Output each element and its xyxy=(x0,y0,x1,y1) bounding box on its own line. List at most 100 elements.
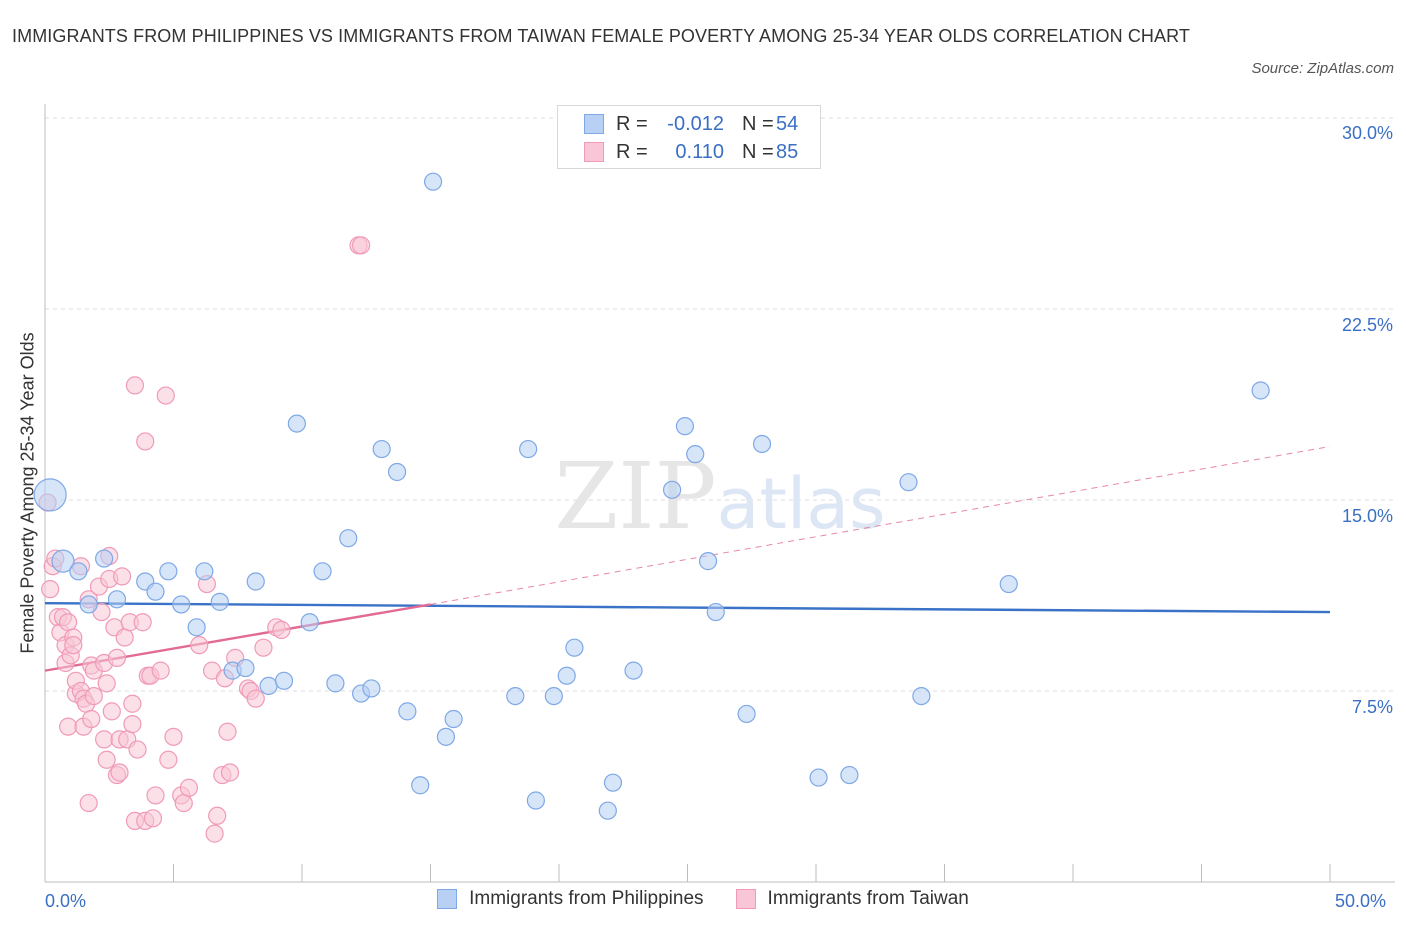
philippines-point xyxy=(95,549,114,568)
taiwan-point xyxy=(246,689,265,708)
philippines-point xyxy=(33,478,67,512)
philippines-point xyxy=(259,676,278,696)
philippines-point xyxy=(526,791,545,810)
taiwan-point xyxy=(97,750,116,769)
r-label: R = xyxy=(616,140,648,163)
philippines-point xyxy=(912,686,931,706)
taiwan-point xyxy=(133,613,152,632)
philippines-point xyxy=(544,686,563,706)
philippines-point xyxy=(159,562,178,581)
taiwan-swatch xyxy=(735,889,756,909)
x-tick-label: 50.0% xyxy=(1335,891,1387,911)
taiwan-point xyxy=(143,809,163,828)
philippines-point xyxy=(411,776,430,795)
philippines-point xyxy=(423,172,443,191)
philippines-point xyxy=(210,592,229,611)
y-axis-label: Female Poverty Among 25-34 Year Olds xyxy=(17,332,38,654)
taiwan-point xyxy=(79,793,98,813)
philippines-point xyxy=(398,702,417,721)
legend-row-taiwan: R = 0.110 N = 85 xyxy=(558,138,798,166)
data-points xyxy=(33,172,1270,843)
philippines-trend-line xyxy=(44,601,1331,614)
legend-label: Immigrants from Philippines xyxy=(469,888,704,909)
taiwan-point xyxy=(115,628,134,647)
philippines-point xyxy=(598,801,617,820)
taiwan-point xyxy=(272,620,291,639)
philippines-swatch xyxy=(584,114,604,134)
y-tick-label: 22.5% xyxy=(1341,315,1393,335)
taiwan-point xyxy=(218,722,237,741)
n-value: 54 xyxy=(776,112,799,135)
philippines-swatch xyxy=(437,889,458,909)
philippines-point xyxy=(899,473,918,492)
x-tick-label: 0.0% xyxy=(45,891,87,911)
philippines-point xyxy=(372,439,391,459)
philippines-point xyxy=(79,595,98,614)
taiwan-point xyxy=(254,638,273,657)
philippines-point xyxy=(686,445,705,464)
philippines-point xyxy=(362,679,381,698)
taiwan-point xyxy=(205,824,224,843)
n-label: N = xyxy=(742,112,774,135)
taiwan-point xyxy=(107,648,127,667)
correlation-legend: R = -0.012 N = 54 R = 0.110 N = 85 xyxy=(557,105,821,169)
watermark: ZIPatlas xyxy=(554,443,885,550)
y-tick-label: 15.0% xyxy=(1341,506,1393,526)
y-tick-label: 7.5% xyxy=(1351,697,1393,717)
philippines-point xyxy=(698,552,718,571)
taiwan-point xyxy=(128,740,147,759)
source-label: Source: ZipAtlas.com xyxy=(1251,60,1394,77)
taiwan-point xyxy=(64,636,83,655)
taiwan-point xyxy=(125,376,145,395)
n-label: N = xyxy=(742,140,774,163)
watermark-atlas: atlas xyxy=(717,463,886,545)
philippines-point xyxy=(675,417,695,436)
chart-title: IMMIGRANTS FROM PHILIPPINES VS IMMIGRANT… xyxy=(12,26,1190,46)
taiwan-point xyxy=(136,432,155,451)
philippines-point xyxy=(107,590,127,609)
y-tick-label: 30.0% xyxy=(1341,123,1393,143)
philippines-point xyxy=(236,658,255,678)
philippines-point xyxy=(187,618,206,637)
taiwan-point xyxy=(59,613,78,632)
philippines-point xyxy=(624,661,643,680)
philippines-point xyxy=(752,434,772,454)
philippines-point xyxy=(519,439,538,459)
series-legend: Immigrants from Philippines Immigrants f… xyxy=(0,888,1406,910)
taiwan-point xyxy=(156,386,175,405)
philippines-point xyxy=(706,602,725,622)
philippines-point xyxy=(300,613,319,632)
philippines-point xyxy=(662,480,682,499)
legend-item-taiwan[interactable]: Immigrants from Taiwan xyxy=(735,888,969,910)
taiwan-point xyxy=(146,786,165,805)
legend-item-philippines[interactable]: Immigrants from Philippines xyxy=(437,888,704,910)
philippines-point xyxy=(287,414,306,433)
legend-row-philippines: R = -0.012 N = 54 xyxy=(558,110,798,138)
taiwan-point xyxy=(174,793,193,813)
philippines-point xyxy=(436,727,456,746)
philippines-point xyxy=(999,574,1018,594)
philippines-point xyxy=(339,529,358,548)
taiwan-point xyxy=(159,750,178,769)
philippines-point xyxy=(737,704,756,724)
philippines-point xyxy=(809,768,828,787)
philippines-point xyxy=(565,638,584,657)
r-value: -0.012 xyxy=(667,112,724,135)
philippines-point xyxy=(326,674,345,693)
taiwan-point xyxy=(208,806,227,825)
philippines-point xyxy=(603,773,623,792)
philippines-point xyxy=(69,562,88,581)
n-value: 85 xyxy=(776,140,799,163)
taiwan-point xyxy=(112,567,132,586)
taiwan-point xyxy=(220,763,240,782)
taiwan-point xyxy=(352,236,371,255)
taiwan-point xyxy=(110,763,129,782)
r-value: 0.110 xyxy=(675,140,724,163)
r-label: R = xyxy=(616,112,648,135)
philippines-point xyxy=(557,666,576,685)
taiwan-point xyxy=(59,717,78,736)
philippines-point xyxy=(172,595,191,614)
philippines-point xyxy=(51,549,75,573)
taiwan-point xyxy=(151,661,170,680)
philippines-point xyxy=(444,709,463,729)
